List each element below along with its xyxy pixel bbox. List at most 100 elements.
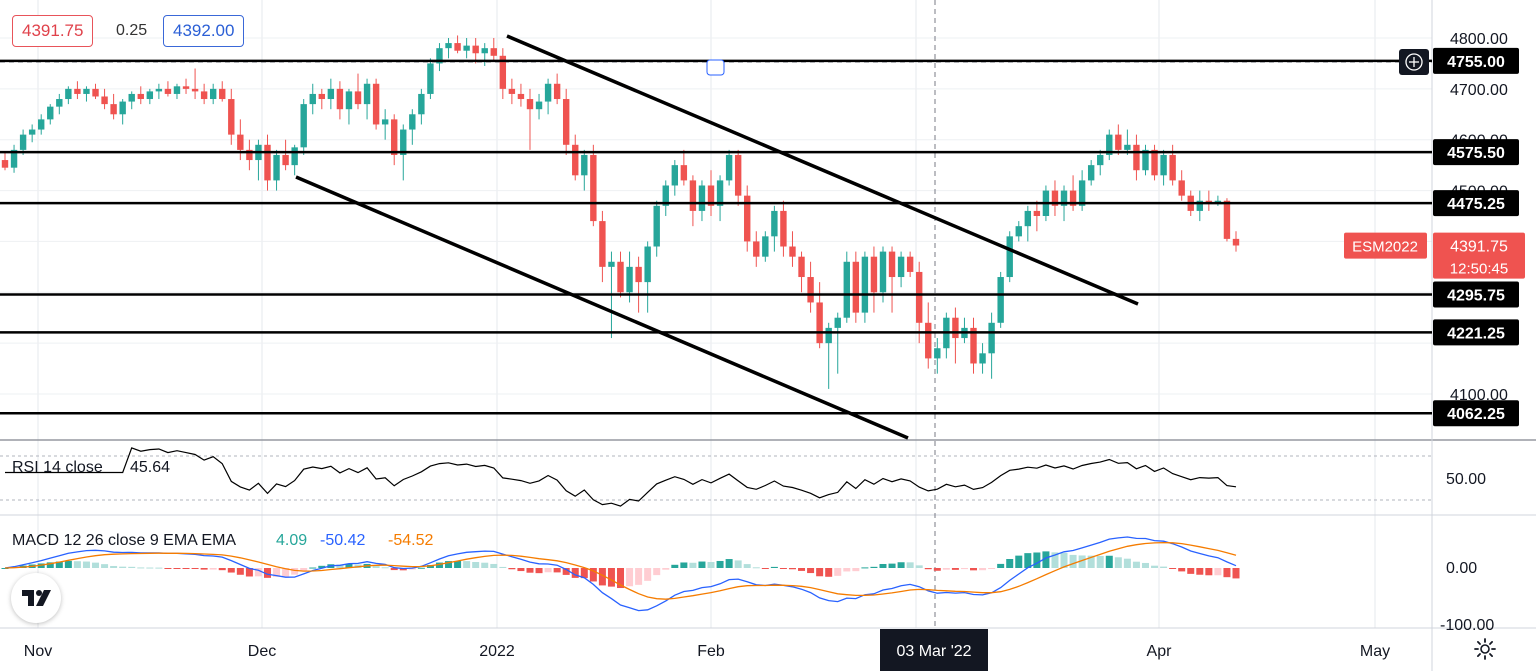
- candle: [246, 149, 253, 161]
- candle: [83, 88, 90, 94]
- macd-hist-bar: [535, 568, 543, 574]
- candle: [970, 327, 977, 364]
- candle: [300, 104, 307, 148]
- candle: [698, 185, 706, 211]
- candle: [517, 93, 525, 100]
- candle: [1069, 190, 1077, 206]
- macd-hist-bar: [445, 561, 453, 568]
- candle: [345, 91, 353, 110]
- candle: [128, 93, 135, 102]
- gear-icon[interactable]: [1470, 634, 1500, 664]
- candle: [988, 322, 995, 354]
- candle: [635, 266, 642, 283]
- macd-histogram: [1, 551, 1240, 589]
- macd-hist-bar: [798, 568, 806, 571]
- macd-hist-bar: [752, 567, 760, 569]
- time-tick-label: May: [1360, 643, 1390, 660]
- symbol-badge-label: ESM2022: [1352, 239, 1418, 256]
- candle: [463, 45, 470, 51]
- rsi-label: RSI 14 close: [12, 459, 103, 476]
- macd-hist-bar: [236, 568, 244, 575]
- candle: [372, 83, 380, 125]
- time-tick-label: Feb: [697, 643, 725, 660]
- candle: [110, 104, 117, 115]
- candle: [1087, 165, 1095, 181]
- level-price-badge: [1433, 281, 1519, 308]
- macd-hist-bar: [472, 562, 480, 568]
- macd-hist-bar: [1024, 553, 1032, 568]
- candle: [209, 88, 217, 100]
- macd-hist-bar: [861, 567, 869, 569]
- macd-hist-bar: [1223, 568, 1231, 578]
- candle: [1006, 236, 1013, 278]
- tradingview-logo-icon[interactable]: [11, 573, 61, 623]
- level-price-badge: [1433, 139, 1519, 166]
- trendline-lower: [295, 175, 909, 440]
- macd-hist-bar: [73, 561, 81, 568]
- candle: [879, 251, 887, 293]
- macd-hist-bar: [988, 568, 996, 569]
- macd-hist-bar: [426, 564, 434, 568]
- macd-line: [4, 536, 1237, 612]
- macd-hist-bar: [1114, 557, 1122, 568]
- candle: [228, 99, 235, 135]
- macd-hist-bar: [381, 567, 389, 569]
- macd-hist-bar: [617, 568, 624, 589]
- plus-circle-icon: [1399, 49, 1429, 75]
- macd-hist-bar: [390, 568, 398, 571]
- macd-label: MACD 12 26 close 9 EMA EMA: [12, 532, 236, 549]
- macd-hist-bar: [146, 567, 154, 569]
- macd-hist-bar: [897, 562, 905, 568]
- candle: [861, 256, 869, 313]
- macd-hist-bar: [291, 568, 299, 575]
- bid-price-box[interactable]: 4391.75: [12, 15, 94, 47]
- candle: [1060, 190, 1068, 206]
- candle: [381, 119, 389, 125]
- candle: [553, 83, 561, 100]
- macd-hist-bar: [119, 566, 127, 568]
- level-price-badge: [1433, 190, 1519, 217]
- candle: [544, 83, 552, 102]
- macd-hist-bar: [110, 565, 118, 568]
- candle: [445, 43, 452, 49]
- candle: [119, 101, 126, 115]
- price-tick-label: 4700.00: [1450, 82, 1508, 99]
- candle: [137, 93, 144, 100]
- candle: [535, 101, 543, 110]
- macd-hist-bar: [218, 568, 226, 571]
- macd-hist-bar: [635, 568, 643, 585]
- candle: [888, 251, 896, 278]
- macd-hist-bar: [997, 563, 1005, 568]
- macd-hist-bar: [1132, 561, 1140, 568]
- candle: [789, 246, 796, 257]
- macd-hist-bar: [1169, 568, 1177, 569]
- ask-price-box[interactable]: 4392.00: [163, 15, 245, 47]
- candle: [92, 88, 99, 97]
- candle: [852, 261, 860, 313]
- candle: [807, 277, 814, 303]
- macd-hist-bar: [336, 564, 344, 568]
- crosshair-time-label: 03 Mar '22: [896, 643, 971, 660]
- macd-hist-bar: [526, 568, 534, 573]
- candle: [906, 256, 914, 272]
- candle: [843, 261, 850, 318]
- candle: [391, 119, 398, 155]
- candle: [771, 210, 778, 237]
- candle: [644, 246, 651, 283]
- macd-hist-bar: [680, 562, 688, 568]
- macd-hist-bar: [1051, 552, 1059, 568]
- macd-hist-bar: [544, 568, 552, 573]
- candle: [47, 106, 54, 120]
- macd-hist-bar: [372, 566, 380, 568]
- spread-value: 0.25: [116, 22, 148, 39]
- macd-hist-bar: [46, 562, 54, 568]
- countdown-label: 12:50:45: [1450, 261, 1508, 278]
- macd-hist-bar: [92, 562, 100, 568]
- candle: [10, 149, 18, 168]
- macd-hist-bar: [508, 568, 516, 570]
- price-tick-label: 4800.00: [1450, 31, 1508, 48]
- macd-hist-bar: [1160, 566, 1168, 568]
- macd-hist-bar: [490, 563, 498, 568]
- macd-hist-bar: [1087, 555, 1095, 568]
